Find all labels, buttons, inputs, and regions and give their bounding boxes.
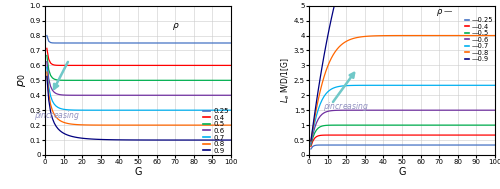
X-axis label: G: G bbox=[398, 167, 406, 177]
Text: $\rho$ —: $\rho$ — bbox=[436, 7, 454, 18]
Text: $\rho$: $\rho$ bbox=[172, 21, 180, 32]
Legend: —0.25, —0.4, —0.5, —0.6, —0.7, —0.8, —0.9: —0.25, —0.4, —0.5, —0.6, —0.7, —0.8, —0.… bbox=[464, 16, 494, 63]
Y-axis label: $p_0$: $p_0$ bbox=[16, 74, 28, 87]
Y-axis label: $L_e$ M/D/1[G]: $L_e$ M/D/1[G] bbox=[280, 57, 292, 103]
Text: $\rho$increasing: $\rho$increasing bbox=[34, 109, 80, 122]
X-axis label: G: G bbox=[134, 167, 141, 177]
Text: $\rho$increasing: $\rho$increasing bbox=[324, 100, 369, 113]
Legend: 0.25, 0.4, 0.5, 0.6, 0.7, 0.8, 0.9: 0.25, 0.4, 0.5, 0.6, 0.7, 0.8, 0.9 bbox=[202, 107, 230, 154]
